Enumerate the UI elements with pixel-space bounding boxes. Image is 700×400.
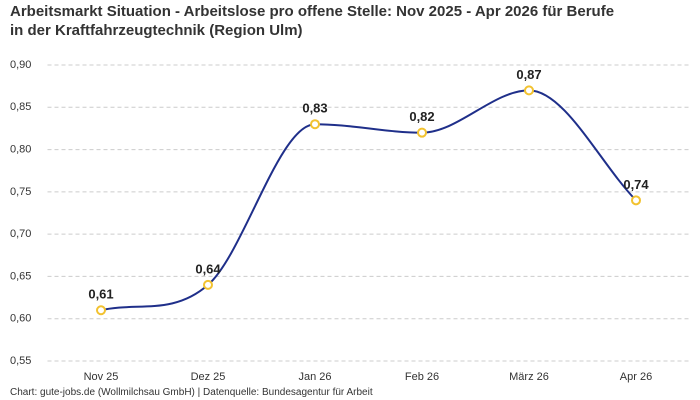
point xyxy=(96,305,106,316)
x-tick-label: Jan 26 xyxy=(298,371,331,383)
y-tick-label: 0,85 xyxy=(10,101,31,113)
y-tick-label: 0,60 xyxy=(10,313,31,325)
point xyxy=(310,119,320,130)
x-tick-label: Dez 25 xyxy=(191,371,226,383)
point xyxy=(631,195,641,206)
source-note: Chart: gute-jobs.de (Wollmilchsau GmbH) … xyxy=(10,387,373,398)
y-tick-label: 0,65 xyxy=(10,270,31,282)
line xyxy=(100,89,637,312)
value-label: 0,87 xyxy=(516,67,541,82)
y-tick-label: 0,90 xyxy=(10,59,31,71)
x-tick-label: Apr 26 xyxy=(620,371,652,383)
x-tick-label: März 26 xyxy=(509,371,549,383)
value-label: 0,64 xyxy=(195,261,221,276)
value-label: 0,61 xyxy=(88,287,113,302)
value-label: 0,83 xyxy=(302,101,327,116)
chart-title: Arbeitsmarkt Situation - Arbeitslose pro… xyxy=(10,3,615,39)
y-tick-label: 0,55 xyxy=(10,355,31,367)
x-tick-label: Nov 25 xyxy=(84,371,119,383)
y-tick-label: 0,75 xyxy=(10,186,31,198)
point xyxy=(417,127,427,138)
y-tick-label: 0,70 xyxy=(10,228,31,240)
y-tick-label: 0,80 xyxy=(10,143,31,155)
x-tick-label: Feb 26 xyxy=(405,371,439,383)
value-label: 0,82 xyxy=(409,109,434,124)
value-label: 0,74 xyxy=(623,177,649,192)
point xyxy=(524,85,534,96)
point xyxy=(203,279,213,290)
